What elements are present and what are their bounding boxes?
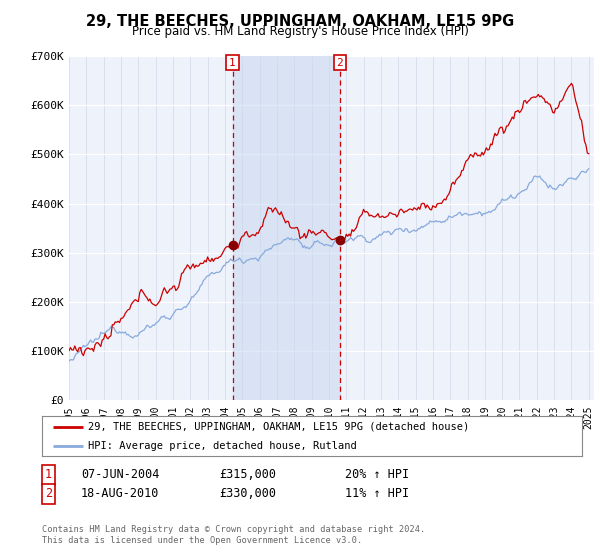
- Text: 20% ↑ HPI: 20% ↑ HPI: [345, 468, 409, 482]
- Text: Price paid vs. HM Land Registry's House Price Index (HPI): Price paid vs. HM Land Registry's House …: [131, 25, 469, 38]
- Text: 18-AUG-2010: 18-AUG-2010: [81, 487, 160, 501]
- Text: 1: 1: [229, 58, 236, 68]
- Text: 29, THE BEECHES, UPPINGHAM, OAKHAM, LE15 9PG (detached house): 29, THE BEECHES, UPPINGHAM, OAKHAM, LE15…: [88, 422, 469, 432]
- Text: 07-JUN-2004: 07-JUN-2004: [81, 468, 160, 482]
- Text: £315,000: £315,000: [219, 468, 276, 482]
- Text: HPI: Average price, detached house, Rutland: HPI: Average price, detached house, Rutl…: [88, 441, 356, 451]
- Text: 29, THE BEECHES, UPPINGHAM, OAKHAM, LE15 9PG: 29, THE BEECHES, UPPINGHAM, OAKHAM, LE15…: [86, 14, 514, 29]
- Text: 2: 2: [45, 487, 52, 501]
- Text: £330,000: £330,000: [219, 487, 276, 501]
- Text: 2: 2: [337, 58, 343, 68]
- Text: 11% ↑ HPI: 11% ↑ HPI: [345, 487, 409, 501]
- Text: 1: 1: [45, 468, 52, 482]
- Text: Contains HM Land Registry data © Crown copyright and database right 2024.
This d: Contains HM Land Registry data © Crown c…: [42, 525, 425, 545]
- Bar: [233, 56, 340, 400]
